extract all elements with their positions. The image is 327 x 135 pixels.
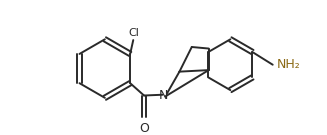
- Text: Cl: Cl: [129, 28, 139, 38]
- Text: O: O: [139, 122, 149, 135]
- Text: N: N: [159, 89, 168, 102]
- Text: NH₂: NH₂: [277, 58, 300, 71]
